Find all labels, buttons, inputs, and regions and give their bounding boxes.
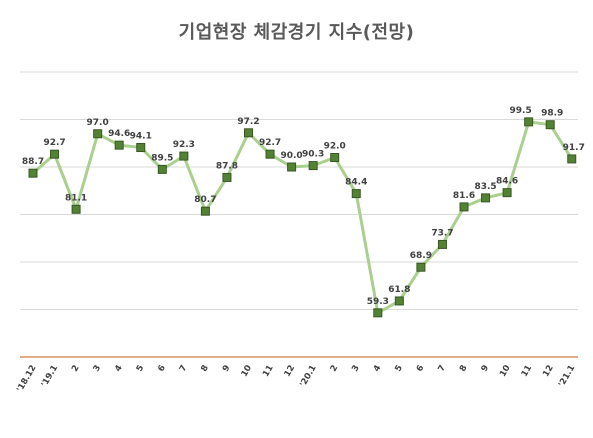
- data-labels: 88.7 92.7 81.1 97.094.6 94.1 89.592.3 80.7 87.8…: [22, 106, 585, 307]
- x-tick-label: 8: [199, 363, 211, 373]
- data-label: 61.8: [388, 285, 410, 295]
- data-point: [50, 149, 60, 159]
- x-tick-label: 3: [92, 363, 104, 373]
- data-point: [437, 239, 447, 249]
- x-tick-label: 4: [113, 363, 125, 373]
- data-point: [394, 296, 404, 306]
- data-point: [481, 193, 491, 203]
- x-tick-label: 10: [498, 363, 513, 378]
- x-tick-label: 7: [436, 363, 448, 373]
- x-tick-label: 12: [541, 363, 556, 378]
- chart-title: 기업현장 체감경기 지수(전망): [178, 22, 415, 43]
- x-tick-label: '21.1: [557, 363, 577, 388]
- data-point: [71, 204, 81, 214]
- data-label: 92.7: [259, 138, 281, 148]
- x-tick-label: 5: [135, 363, 147, 373]
- data-label: 99.5: [510, 106, 532, 116]
- data-label: 92.7: [43, 138, 65, 148]
- data-point: [545, 120, 555, 130]
- data-point: [136, 143, 146, 153]
- x-tick-label: 9: [480, 363, 492, 373]
- data-label: 94.6: [108, 129, 130, 139]
- data-label: 84.6: [496, 177, 518, 187]
- data-label: 81.1: [65, 193, 87, 203]
- data-point: [416, 262, 426, 272]
- data-label: 92.3: [173, 140, 195, 150]
- data-label: 90.0: [280, 151, 302, 161]
- data-point: [93, 129, 103, 139]
- x-tick-label: 5: [393, 363, 405, 373]
- x-tick-label: 3: [350, 363, 362, 373]
- x-tick-label: 2: [70, 363, 82, 373]
- data-label: 91.7: [563, 143, 585, 153]
- data-label: 88.7: [22, 157, 44, 167]
- data-point: [567, 154, 577, 164]
- data-point: [222, 172, 232, 182]
- data-label: 84.4: [345, 178, 367, 188]
- data-point: [308, 161, 318, 171]
- data-point: [265, 149, 275, 159]
- x-tick-label: 4: [372, 363, 384, 373]
- x-tick-label: 9: [221, 363, 233, 373]
- data-point: [157, 164, 167, 174]
- data-label: 94.1: [130, 132, 152, 142]
- x-tick-label: 11: [261, 363, 276, 378]
- x-tick-label: '20.1: [298, 363, 318, 388]
- x-tick-label: 8: [458, 363, 470, 373]
- x-tick-labels: '18.12'19.1 2 3 4 5 6 7 8 9 10 11 12'20.1 2 3 4 5 6 7 8 9 10…: [15, 363, 577, 394]
- data-label: 97.0: [87, 118, 109, 128]
- x-tick-label: 10: [240, 363, 255, 378]
- data-label: 83.5: [474, 182, 496, 192]
- data-label: 80.7: [194, 195, 216, 205]
- data-point: [373, 308, 383, 318]
- data-point: [459, 202, 469, 212]
- data-label: 81.6: [453, 191, 475, 201]
- data-label: 90.3: [302, 150, 324, 160]
- x-tick-label: '19.1: [40, 363, 60, 388]
- x-tick-label: 2: [329, 363, 341, 373]
- data-label: 98.9: [541, 109, 563, 119]
- data-point: [287, 162, 297, 172]
- x-tick-label: 11: [520, 363, 535, 378]
- data-label: 87.8: [216, 161, 238, 171]
- x-tick-label: 7: [178, 363, 190, 373]
- data-point: [114, 140, 124, 150]
- data-point: [330, 153, 340, 162]
- data-markers: [28, 117, 577, 318]
- data-point: [28, 168, 38, 178]
- data-point: [524, 117, 534, 127]
- data-point: [244, 128, 253, 138]
- data-label: 97.2: [237, 117, 259, 127]
- x-tick-label: '18.12: [15, 363, 38, 394]
- x-tick-label: 6: [156, 363, 168, 373]
- data-label: 59.3: [367, 297, 389, 307]
- data-point: [200, 206, 210, 216]
- data-label: 92.0: [324, 142, 346, 152]
- data-point: [179, 151, 189, 161]
- data-point: [351, 189, 361, 199]
- data-label: 73.7: [431, 228, 453, 238]
- data-label: 89.5: [151, 153, 173, 163]
- x-tick-label: 6: [415, 363, 427, 373]
- data-label: 68.9: [410, 251, 432, 261]
- x-tick-label: 12: [283, 363, 298, 378]
- data-point: [502, 188, 512, 198]
